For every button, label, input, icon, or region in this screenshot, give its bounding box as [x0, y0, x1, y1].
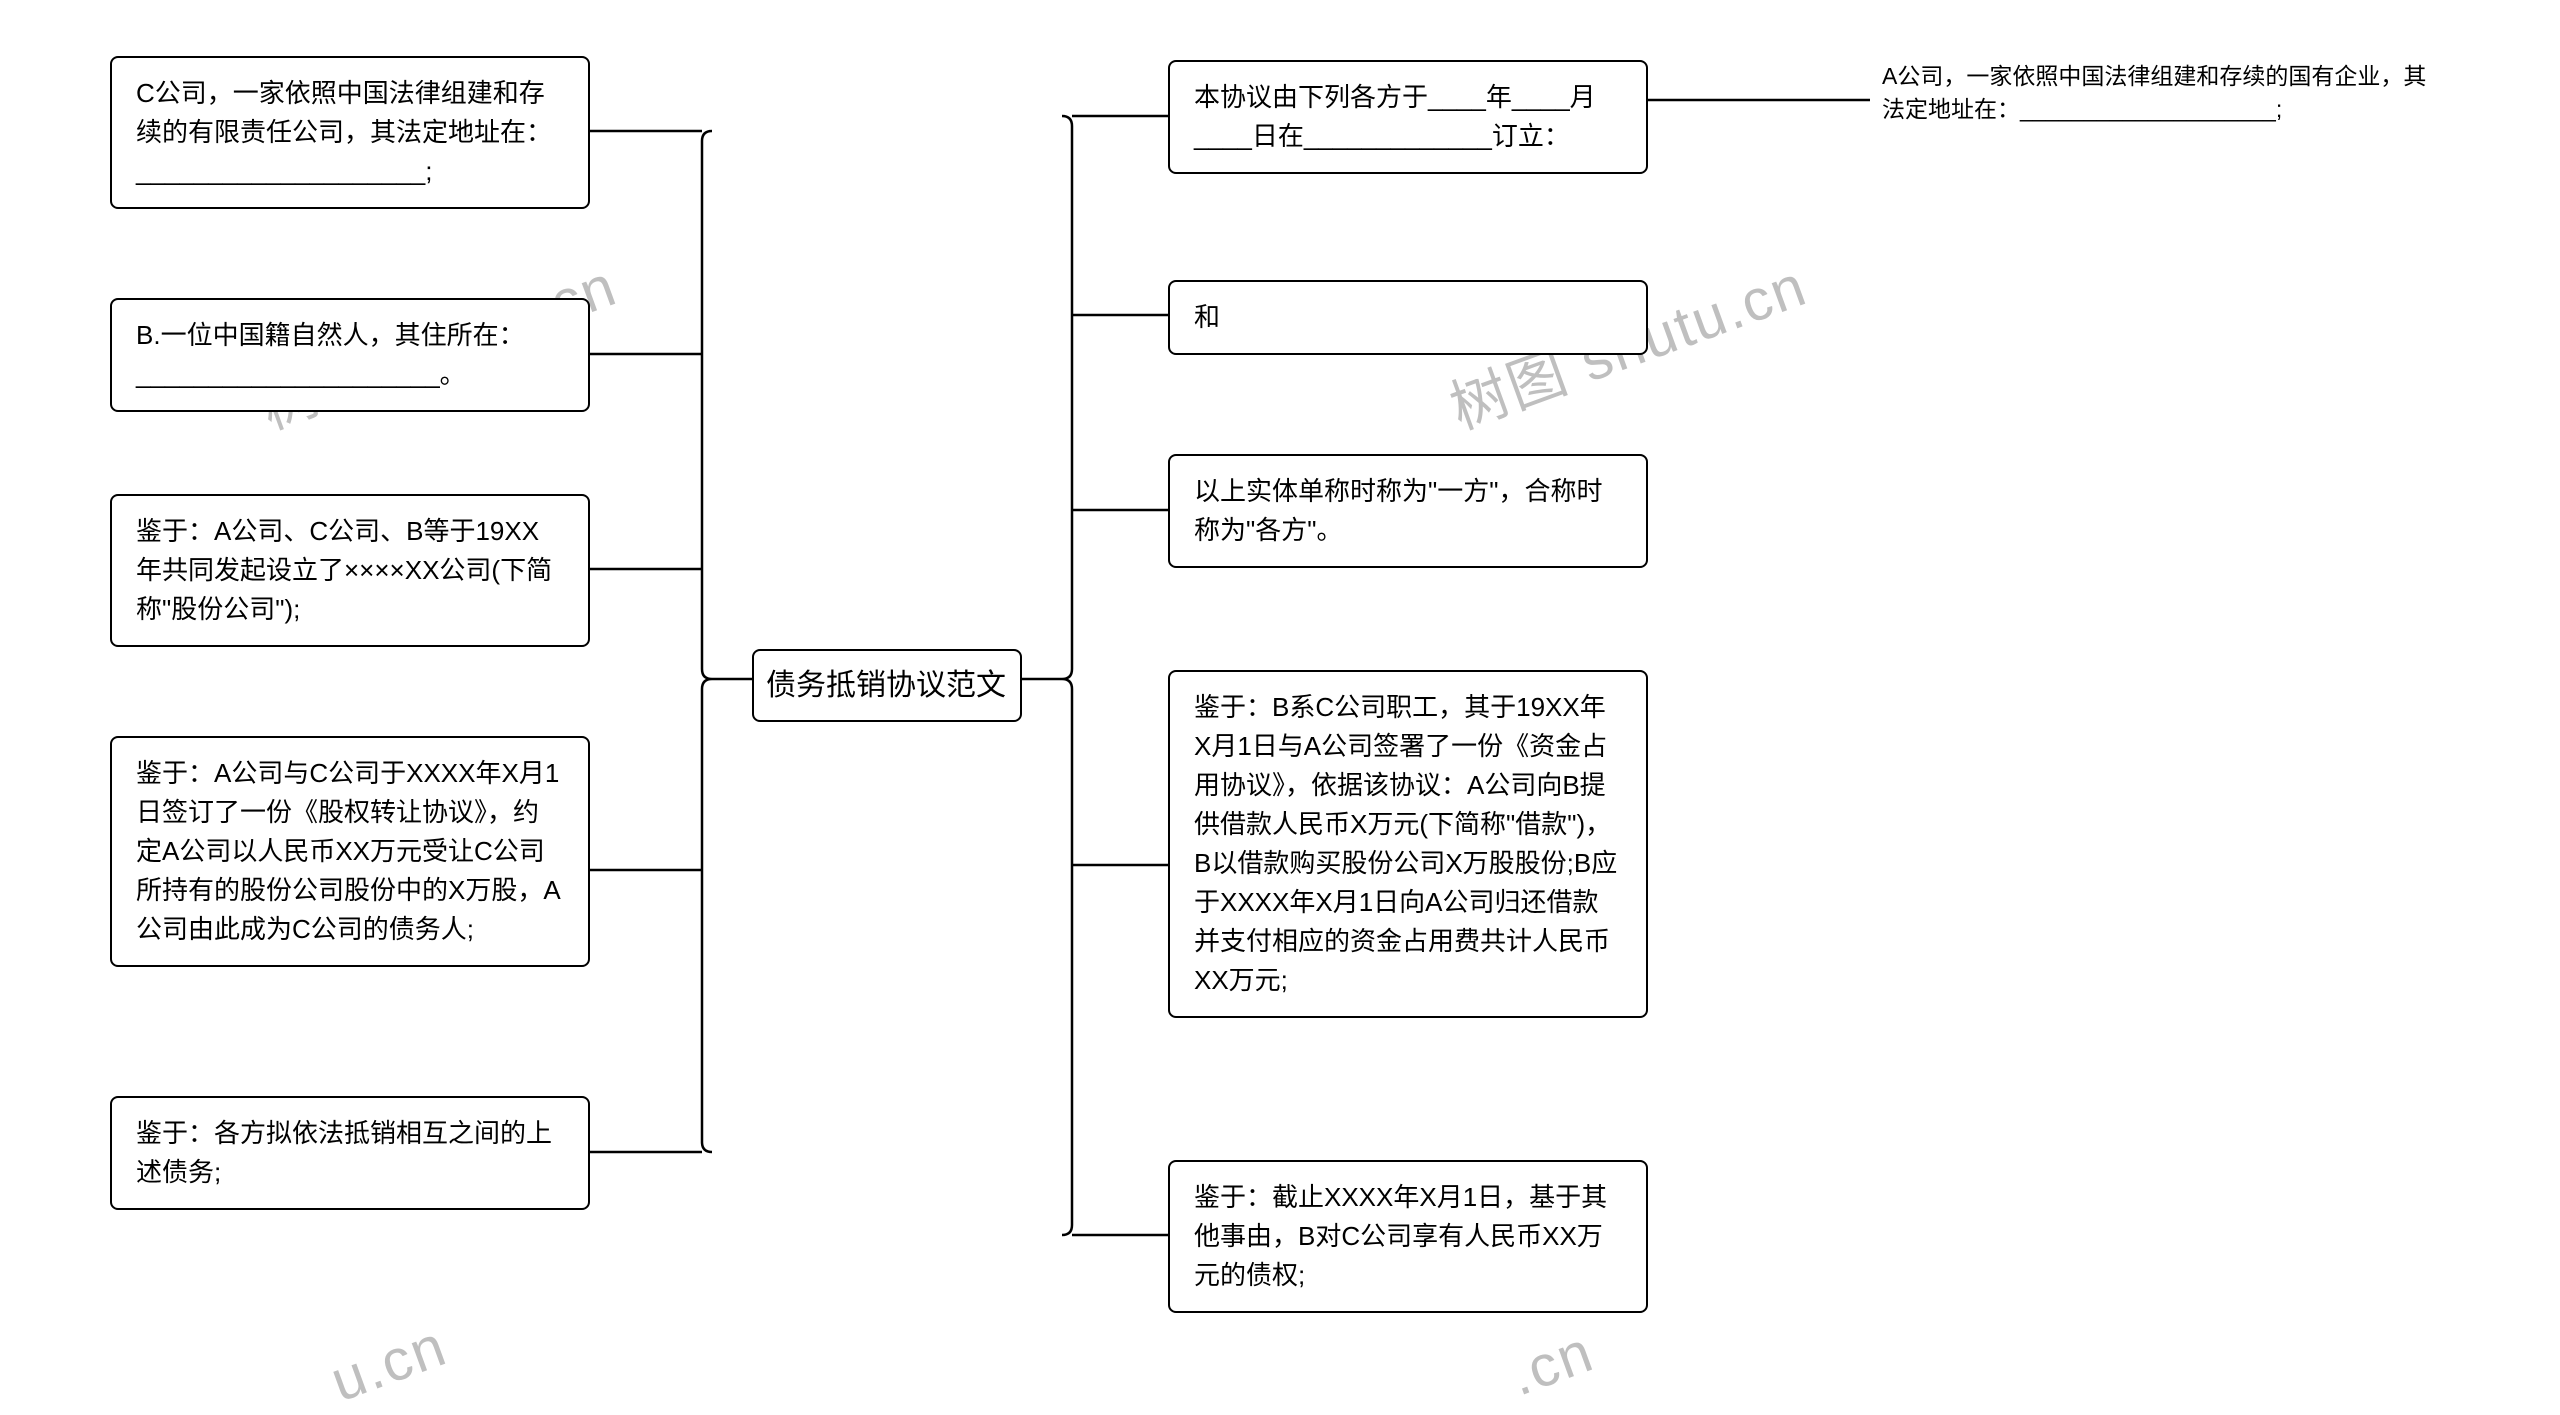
right-node-3: 鉴于：B系C公司职工，其于19XX年X月1日与A公司签署了一份《资金占用协议》，… [1168, 670, 1648, 1018]
watermark-3: u.cn [322, 1312, 455, 1415]
right-node-0: 本协议由下列各方于____年____月____日在_____________订立… [1168, 60, 1648, 174]
watermark-4: .cn [1501, 1318, 1602, 1409]
leaf-node-a-company: A公司，一家依照中国法律组建和存续的国有企业，其法定地址在：__________… [1882, 60, 2440, 127]
right-node-1: 和 [1168, 280, 1648, 355]
left-node-3: 鉴于：A公司与C公司于XXXX年X月1日签订了一份《股权转让协议》，约定A公司以… [110, 736, 590, 967]
left-node-1: B.一位中国籍自然人，其住所在：_____________________。 [110, 298, 590, 412]
left-node-4: 鉴于：各方拟依法抵销相互之间的上述债务; [110, 1096, 590, 1210]
center-node: 债务抵销协议范文 [752, 649, 1022, 722]
right-node-2: 以上实体单称时称为"一方"，合称时称为"各方"。 [1168, 454, 1648, 568]
left-node-2: 鉴于：A公司、C公司、B等于19XX年共同发起设立了××××XX公司(下简称"股… [110, 494, 590, 647]
right-node-4: 鉴于：截止XXXX年X月1日，基于其他事由，B对C公司享有人民币XX万元的债权; [1168, 1160, 1648, 1313]
left-node-0: C公司，一家依照中国法律组建和存续的有限责任公司，其法定地址在：________… [110, 56, 590, 209]
